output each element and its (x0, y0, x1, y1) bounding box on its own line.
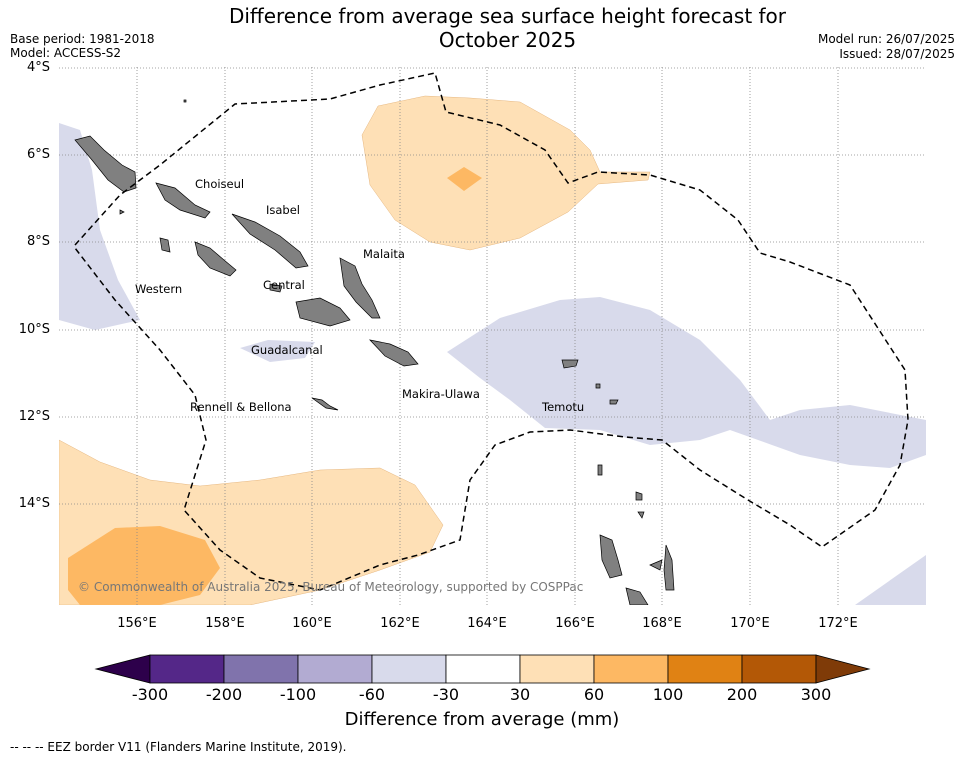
region-label-choiseul: Choiseul (195, 177, 245, 191)
anomaly-area-east (447, 297, 926, 468)
title-line-1: Difference from average sea surface heig… (228, 4, 787, 28)
region-label-guadalcanal: Guadalcanal (251, 343, 323, 357)
issued-date: Issued: 28/07/2025 (839, 47, 955, 61)
region-label-central: Central (263, 278, 305, 292)
anomaly-area-north-core (447, 167, 482, 191)
lon-label: 172°E (818, 616, 858, 631)
chart-title: Difference from average sea surface heig… (0, 4, 965, 52)
lat-label: 14°S (18, 496, 50, 511)
lat-label: 8°S (26, 234, 50, 249)
graticule (59, 67, 926, 605)
copyright-notice: © Commonwealth of Australia 2025, Bureau… (78, 580, 584, 594)
region-label-malaita: Malaita (363, 247, 405, 261)
colorbar-tick: -30 (432, 685, 460, 704)
colorbar-title: Difference from average (mm) (344, 709, 620, 730)
model-run: Model run: 26/07/2025 (817, 32, 955, 46)
lon-label: 168°E (642, 616, 682, 631)
region-label-temotu: Temotu (542, 400, 585, 414)
colorbar-tick: 300 (800, 685, 832, 704)
colorbar-tick: -100 (279, 685, 317, 704)
lon-label: 162°E (380, 616, 420, 631)
colorbar-tick: -200 (205, 685, 243, 704)
region-label-makira-ulawa: Makira-Ulawa (402, 387, 480, 401)
colorbar-tick: 200 (726, 685, 758, 704)
anomaly-area-southeast (855, 555, 926, 605)
colorbar-tick: 60 (583, 685, 605, 704)
colorbar (94, 654, 871, 684)
anomaly-area-guadalcanal (240, 340, 315, 362)
lat-label: 4°S (26, 60, 50, 75)
lon-label: 166°E (555, 616, 595, 631)
region-label-western: Western (135, 282, 183, 296)
eez-border (74, 72, 909, 591)
region-label-isabel: Isabel (266, 203, 301, 217)
anomaly-area-south-core (68, 526, 220, 605)
region-label-rennell-bellona: Rennell & Bellona (190, 400, 292, 414)
colorbar-extend-low (94, 654, 151, 684)
lon-label: 160°E (292, 616, 332, 631)
base-period: Base period: 1981-2018 (10, 32, 155, 46)
lat-label: 10°S (18, 322, 50, 337)
model-name: Model: ACCESS-S2 (10, 46, 122, 60)
title-line-2: October 2025 (438, 28, 577, 52)
colorbar-tick: 30 (509, 685, 531, 704)
anomaly-area-north (361, 95, 651, 251)
colorbar-extend-high (815, 654, 871, 684)
anomaly-area-west (59, 123, 140, 330)
colorbar-tick: -60 (358, 685, 386, 704)
lon-label: 164°E (467, 616, 507, 631)
lon-label: 156°E (117, 616, 157, 631)
lat-label: 12°S (18, 409, 50, 424)
lon-label: 170°E (730, 616, 770, 631)
colorbar-tick: 100 (652, 685, 684, 704)
eez-legend-note: -- -- -- EEZ border V11 (Flanders Marine… (10, 740, 347, 754)
lat-label: 6°S (26, 147, 50, 162)
islands (74, 99, 675, 605)
colorbar-tick: -300 (131, 685, 169, 704)
lon-label: 158°E (205, 616, 245, 631)
